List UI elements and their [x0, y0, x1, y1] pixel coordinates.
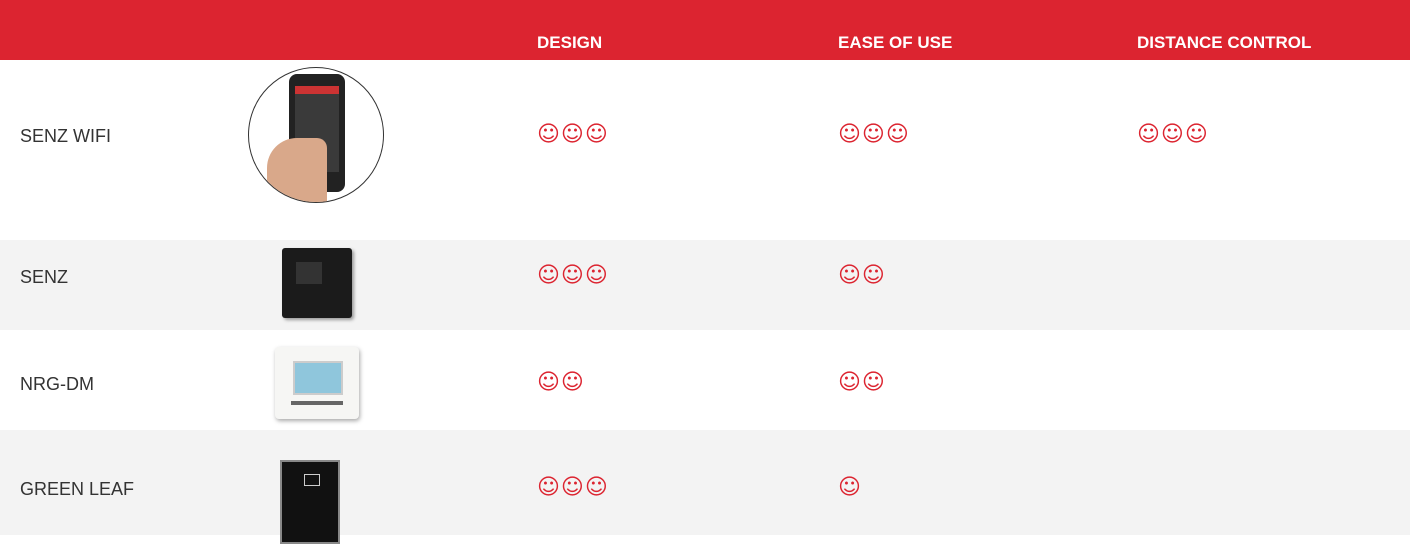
green-leaf-image — [280, 460, 340, 544]
column-header: DISTANCE CONTROL — [1137, 33, 1312, 52]
rating: ☺☺ — [838, 370, 886, 395]
rating: ☺☺☺ — [537, 122, 609, 147]
table-row: NRG-DM ☺☺ ☺☺ — [0, 330, 1410, 430]
product-name: SENZ — [20, 267, 69, 287]
table-row: SENZ WIFI ☺☺☺ ☺☺☺ ☺☺☺ — [0, 60, 1410, 240]
header-bar: DESIGN EASE OF USE DISTANCE CONTROL — [0, 0, 1410, 60]
column-header: EASE OF USE — [838, 33, 953, 52]
rating: ☺☺☺ — [1137, 122, 1209, 147]
column-header: DESIGN — [537, 33, 603, 52]
table-row: GREEN LEAF ☺☺☺ ☺ — [0, 430, 1410, 535]
phone-image — [248, 67, 384, 203]
product-name: GREEN LEAF — [20, 479, 135, 499]
rating: ☺☺☺ — [838, 122, 910, 147]
product-name: NRG-DM — [20, 374, 94, 394]
senz-image — [282, 248, 352, 318]
nrg-dm-image — [275, 347, 359, 419]
product-name: SENZ WIFI — [20, 126, 111, 146]
table-row: SENZ ☺☺☺ ☺☺ — [0, 240, 1410, 330]
rating: ☺☺ — [537, 370, 585, 395]
rating: ☺☺ — [838, 263, 886, 288]
rating: ☺☺☺ — [537, 475, 609, 500]
rating: ☺ — [838, 475, 862, 500]
rating: ☺☺☺ — [537, 263, 609, 288]
